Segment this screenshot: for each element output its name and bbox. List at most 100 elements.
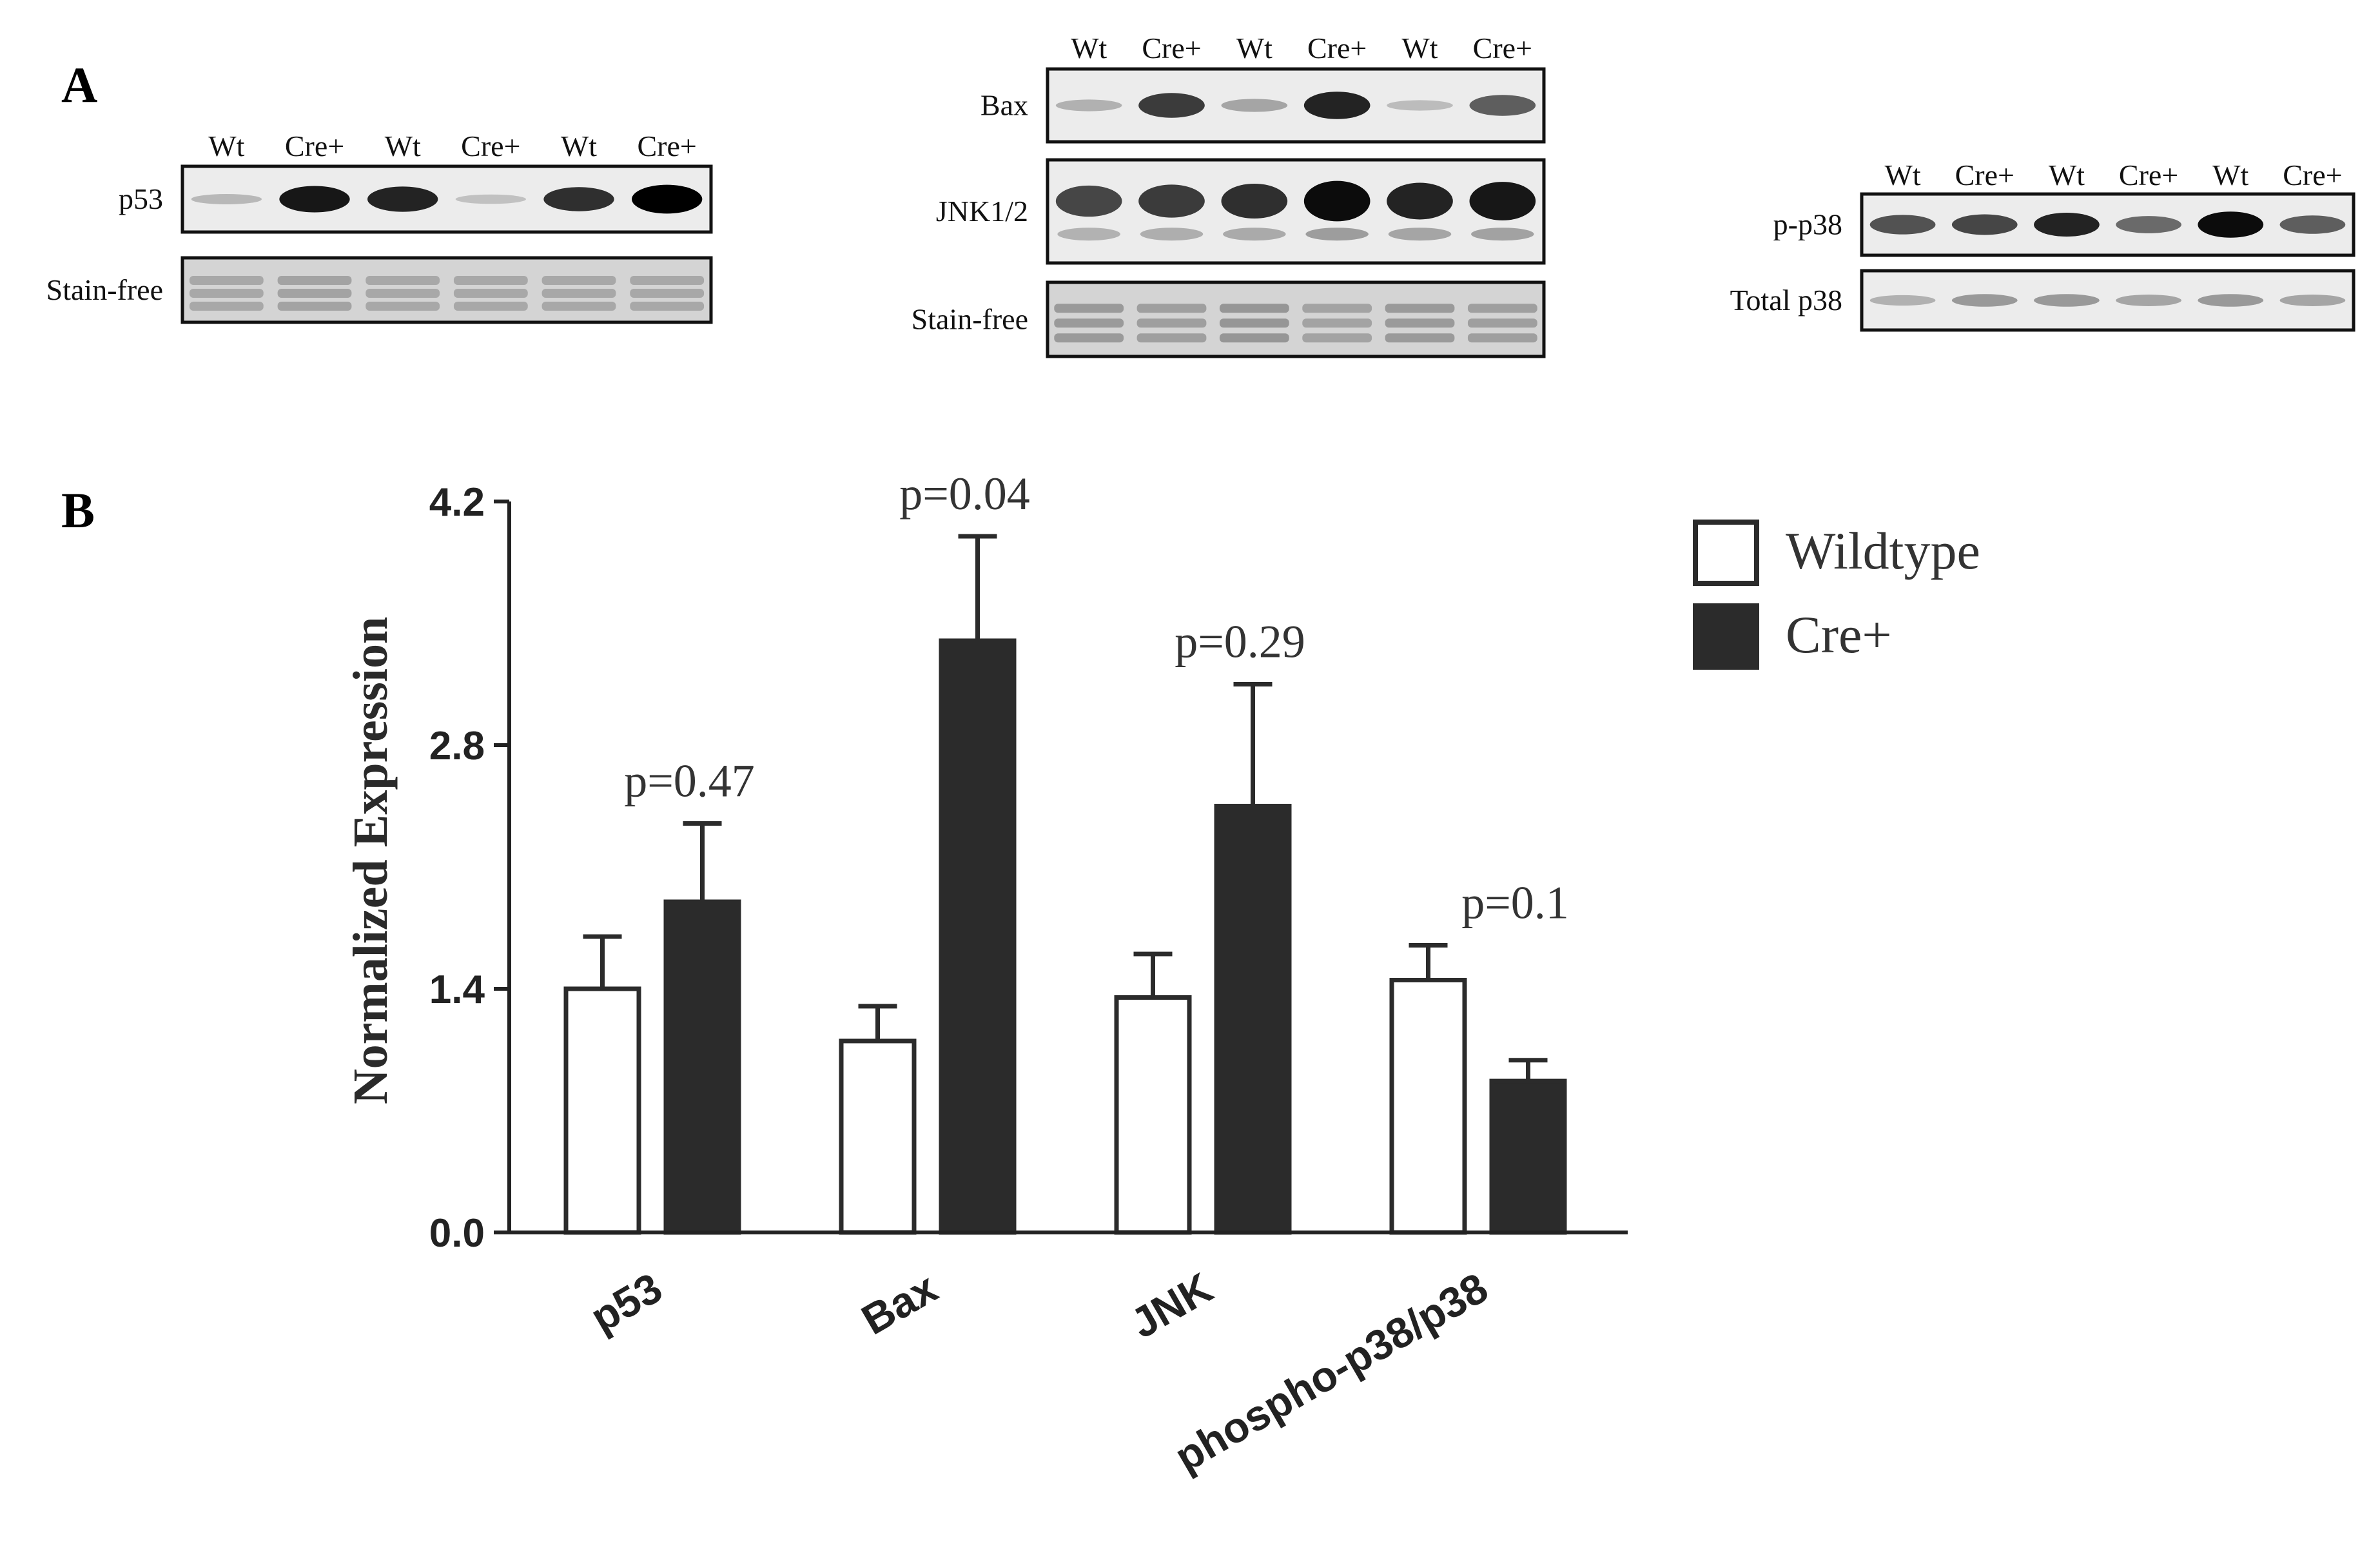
stain-free-band [1136,318,1207,328]
bar-cre [663,899,741,1235]
protein-band [1469,95,1536,116]
protein-band [2034,294,2100,307]
protein-band [631,184,703,214]
stain-free-band [366,276,440,285]
protein-band [1055,185,1122,217]
lane-label: Wt [1071,32,1107,64]
blot-membrane [1860,192,2356,257]
blot-row-label: Stain-free [912,303,1028,336]
protein-band [2116,216,2181,233]
protein-band [1138,93,1205,118]
stain-free-band [453,302,528,311]
lane-label: Cre+ [1307,32,1367,64]
protein-band-lower [1305,228,1369,241]
legend: Wildtype Cre+ [1693,520,1980,670]
stain-free-band [1054,333,1124,343]
p-value-annotation: p=0.04 [899,468,1030,520]
stain-free-band [189,302,264,311]
stain-free-band [1136,304,1207,313]
western-blot-panel: Wt Cre+ Wt Cre+ Wt Cre+ p53 Stain-free Wt Cre+ Wt C… [46,32,2356,358]
lane-label: Wt [2049,159,2085,191]
protein-band [1138,184,1205,218]
blot-membrane [1860,269,2356,332]
stain-free-band [189,289,264,298]
protein-band [2116,295,2181,306]
blot-membrane [180,256,713,324]
lane-label: Wt [561,130,597,162]
protein-band [1387,182,1453,220]
stain-free-band [1219,333,1289,343]
stain-free-band [366,289,440,298]
bar-chart: 0.0 1.4 2.8 4.2 p=0.47 p=0.04 p=0.29 p=0.1 p53… [344,468,1980,1481]
blot-row-label: Total p38 [1730,284,1842,316]
blot-membrane [180,164,713,234]
bar-wildtype [1114,995,1192,1235]
stain-free-band [1302,333,1372,343]
x-tick-label: Bax [853,1263,945,1344]
stain-free-band [1385,333,1455,343]
bar-cre [1214,804,1292,1235]
lane-label: Wt [1236,32,1273,64]
legend-swatch-cre [1693,603,1759,670]
protein-band-lower [1140,228,1204,241]
stain-free-band [277,289,352,298]
stain-free-band [277,302,352,311]
protein-band [367,186,438,212]
bar-wildtype [1389,978,1467,1235]
blot-row-label: Stain-free [46,273,163,306]
protein-band [1869,215,1936,235]
protein-band [455,194,526,204]
protein-band [543,187,614,211]
stain-free-band [1385,318,1455,328]
bar-series: p=0.47 p=0.04 p=0.29 p=0.1 [563,468,1569,1235]
stain-free-band [1302,304,1372,313]
panel-a-label: A [61,57,97,113]
stain-free-band [1467,304,1537,313]
lane-label: Cre+ [1955,159,2014,191]
stain-free-band [453,276,528,285]
protein-band [279,186,350,213]
blot-row-label: p-p38 [1773,208,1842,241]
protein-band [1303,180,1370,222]
lane-label: Wt [2212,159,2248,191]
stain-free-band [189,276,264,285]
stain-free-band [1054,304,1124,313]
protein-band [2279,295,2346,306]
lane-label: Cre+ [461,130,520,162]
stain-free-band [1467,318,1537,328]
bar-wildtype [563,986,641,1235]
x-tick-label: JNK [1123,1263,1221,1347]
p-value-annotation: p=0.29 [1175,616,1305,668]
panel-b-label: B [61,482,95,538]
lane-label: Cre+ [1142,32,1201,64]
bar-cre [1489,1078,1567,1235]
y-tick-label: 0.0 [429,1211,485,1256]
y-tick-label: 2.8 [429,724,485,768]
protein-band [1951,214,2018,235]
x-tick-label: phospho-p38/p38 [1167,1263,1496,1481]
stain-free-band [366,302,440,311]
protein-band [1951,294,2018,307]
bar-wildtype [839,1038,917,1235]
lane-label: Cre+ [1473,32,1532,64]
stain-free-band [1467,333,1537,343]
stain-free-band [541,302,616,311]
legend-label: Cre+ [1786,605,1892,664]
protein-band [1469,182,1536,220]
protein-band [191,193,262,205]
blot-row-label: JNK1/2 [936,195,1028,228]
protein-band-lower [1388,228,1452,241]
y-axis: 0.0 1.4 2.8 4.2 [429,480,511,1256]
x-tick-label: p53 [583,1263,670,1341]
p-value-annotation: p=0.47 [624,755,755,807]
lane-label: Wt [385,130,421,162]
y-tick-label: 1.4 [429,968,485,1012]
y-axis-label: Normalized Expression [344,617,398,1104]
stain-free-band [541,289,616,298]
stain-free-band [1054,318,1124,328]
y-tick-label: 4.2 [429,480,485,525]
lane-label: Wt [1884,159,1920,191]
legend-swatch-wildtype [1693,520,1759,586]
